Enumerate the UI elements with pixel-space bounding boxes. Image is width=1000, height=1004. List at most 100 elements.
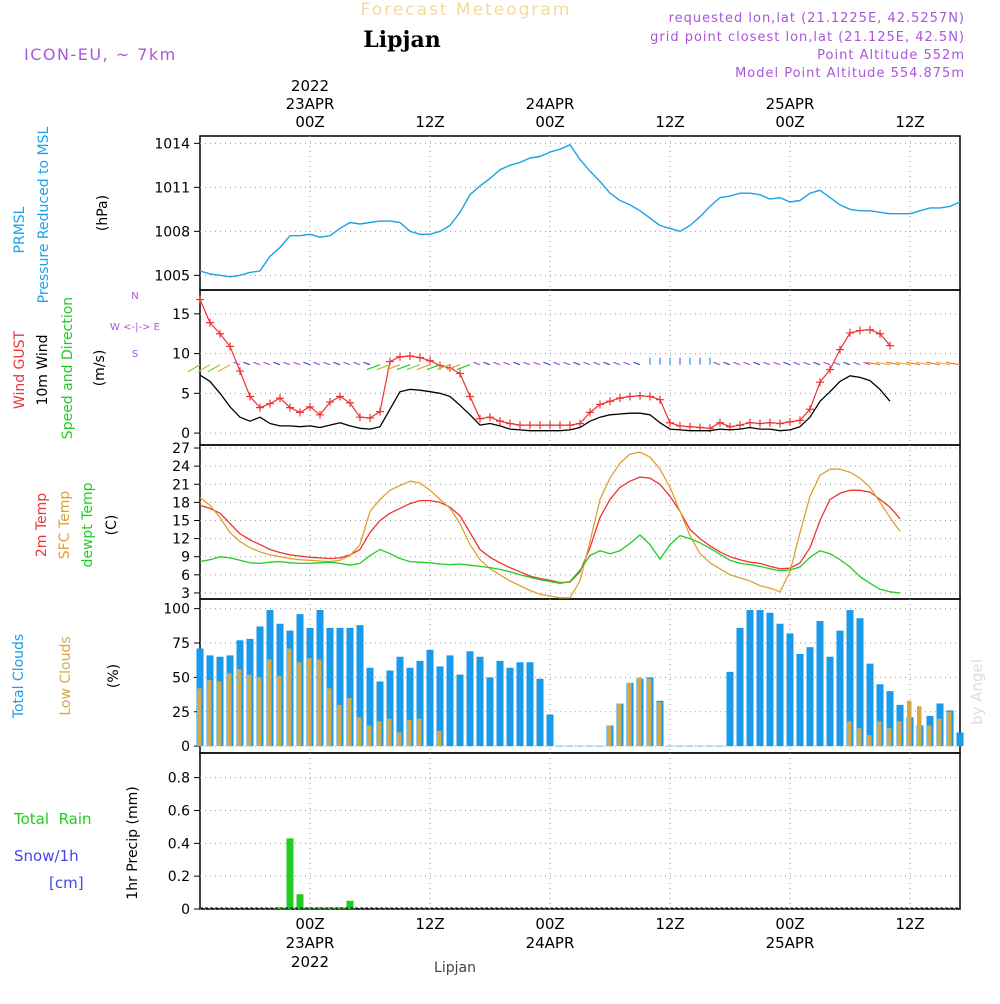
sfc-temp-line [199, 451, 901, 599]
wind-dir-arrow [926, 361, 941, 366]
bottom-date-label: 24APR [526, 934, 575, 952]
low-cloud-bar [387, 718, 392, 747]
precip-tick-label: 0.2 [168, 869, 190, 885]
wind-dir-arrow [843, 361, 851, 366]
total-cloud-bar [396, 656, 404, 747]
wind-dir-arrow [456, 364, 471, 371]
total-cloud-bar [786, 633, 794, 747]
wind-panel: 0 5 10 15 [172, 289, 961, 446]
bottom-date-label: 23APR [286, 934, 335, 952]
low-cloud-bar [327, 688, 332, 747]
low-cloud-bar [317, 659, 322, 747]
precip-axis-label: 1hr Precip (mm) [125, 786, 141, 899]
temperature-panel: 3 6 9 12 15 18 21 24 27 [172, 441, 961, 602]
wind-dir-arrow [563, 361, 571, 366]
wind-dir-arrow [426, 364, 441, 371]
gust-point [286, 403, 294, 412]
bottom-tick-label: 12Z [415, 915, 444, 933]
precip-tick-label: 0.4 [168, 836, 190, 852]
low-cloud-bar [357, 717, 362, 747]
wind-dir-arrow [946, 361, 961, 366]
wind-dir-arrow [343, 361, 351, 366]
low-cloud-bar [397, 732, 402, 747]
gust-point [526, 421, 534, 430]
low-cloud-bar [277, 676, 282, 747]
total-cloud-bar [886, 691, 894, 747]
top-tick-label: 00Z [535, 113, 564, 131]
gust-point [866, 325, 874, 334]
clouds-tick-label: 0 [181, 739, 190, 755]
wind-dir-label: Speed and Direction [60, 297, 76, 439]
rain-bar [346, 900, 354, 909]
gust-point [506, 419, 514, 428]
wind-dir-arrow [793, 361, 801, 366]
rain-bar [286, 838, 294, 909]
wind-dir-arrow [573, 361, 581, 366]
compass-n: N [131, 291, 138, 302]
temp-tick-label: 6 [181, 568, 190, 584]
low-cloud-bar [307, 658, 312, 747]
cm-label: [cm] [49, 874, 84, 892]
total-cloud-bar [456, 674, 464, 747]
total-cloud-bar [446, 655, 454, 747]
wind-dir-arrow [593, 361, 601, 366]
total-cloud-bar [386, 670, 394, 747]
gust-point [366, 413, 374, 422]
total-cloud-bar [476, 656, 484, 747]
pressure-tick-label: 1008 [154, 224, 190, 240]
wind-dir-arrow [483, 361, 491, 366]
clouds-tick-label: 50 [172, 670, 190, 686]
wind-line [199, 374, 891, 432]
gust-point [566, 421, 574, 430]
footer-location: Lipjan [434, 960, 476, 976]
bottom-tick-label: 00Z [295, 915, 324, 933]
compass-row: W <-|-> E [110, 322, 160, 333]
wind-dir-arrow [303, 361, 311, 366]
gust-point [856, 326, 864, 335]
wind-dir-arrow [773, 361, 781, 366]
total-cloud-bar [376, 681, 384, 747]
total-cloud-bar [766, 612, 774, 747]
temp-unit: (C) [104, 515, 120, 536]
low-cloud-bar [217, 681, 222, 747]
wind-dir-arrow [207, 364, 221, 373]
gust-point [336, 392, 344, 401]
bottom-date-label: 25APR [766, 934, 815, 952]
gust-point [496, 417, 504, 426]
total-cloud-bar [466, 651, 474, 747]
low-cloud-bar [437, 731, 442, 747]
gust-point [816, 378, 824, 387]
total-cloud-bar [806, 647, 814, 747]
gust-point [346, 398, 354, 407]
total-cloud-bar [346, 627, 354, 747]
wind-dir-arrow [217, 364, 231, 373]
low-cloud-bar [857, 728, 862, 747]
watermark: by Angel [968, 659, 986, 725]
low-cloud-bar [267, 659, 272, 747]
low-cloud-bar [617, 703, 622, 747]
pressure-tick-label: 1011 [154, 180, 190, 196]
gust-point [576, 419, 584, 428]
pressure-line [199, 144, 961, 278]
low-cloud-bar [947, 711, 952, 747]
wind-dir-arrow [283, 361, 291, 366]
gust-point [456, 369, 464, 378]
low-cloud-bar [937, 718, 942, 747]
gust-point [386, 357, 394, 366]
total-cloud-bar [426, 649, 434, 747]
wind-dir-arrow [906, 361, 921, 366]
point-altitude: Point Altitude 552m [817, 48, 965, 63]
temp-tick-label: 15 [172, 513, 190, 529]
wind-tick-label: 0 [181, 426, 190, 442]
top-tick-label: 00Z [775, 113, 804, 131]
low-cloud-bar [367, 725, 372, 747]
low-cloud-bar [637, 677, 642, 747]
total-cloud-bar [866, 663, 874, 747]
wind-dir-arrow [763, 361, 771, 366]
wind-dir-arrow [473, 361, 481, 366]
gust-point [546, 421, 554, 430]
model-altitude: Model Point Altitude 554.875m [735, 66, 965, 81]
total-cloud-bar [506, 667, 514, 747]
total-cloud-bar [796, 654, 804, 747]
